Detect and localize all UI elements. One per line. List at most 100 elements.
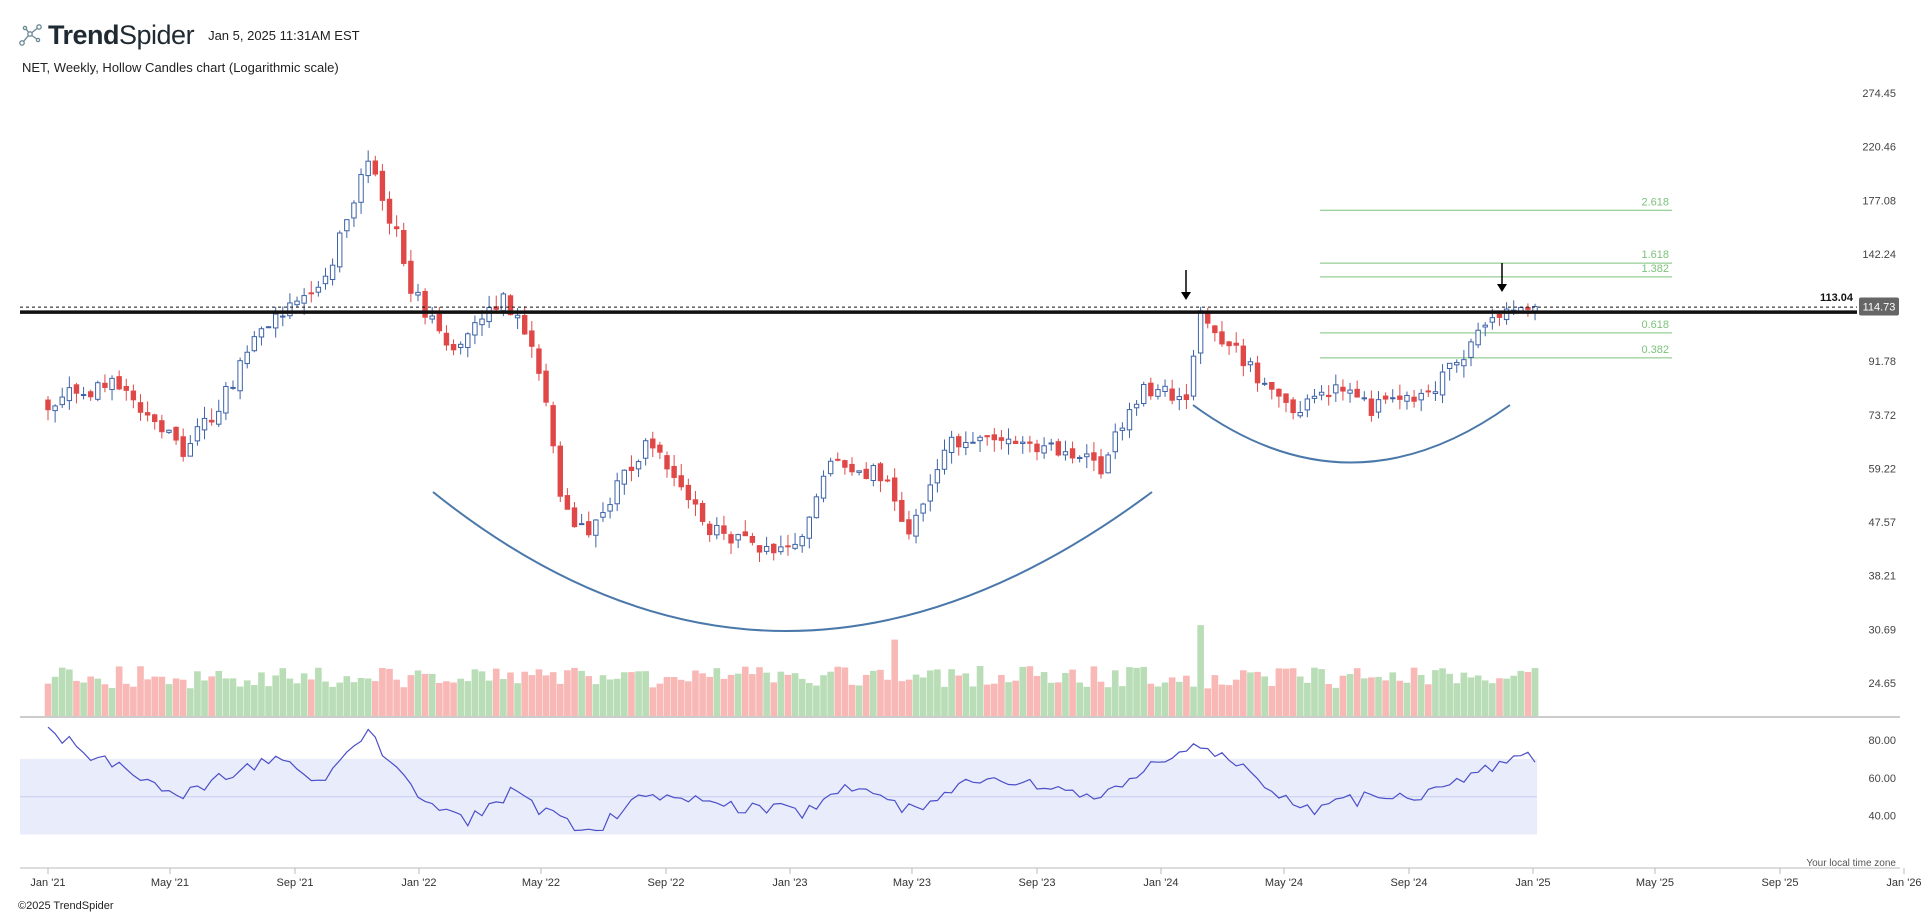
volume-bar (599, 675, 607, 716)
candle-body (159, 420, 165, 433)
cup-arc-large (432, 491, 1153, 632)
volume-bar (1019, 666, 1027, 716)
candle-body (1105, 454, 1111, 474)
x-tick-label: Sep '23 (1019, 877, 1056, 889)
candle-body (742, 531, 748, 537)
candle-body (1304, 398, 1311, 411)
candle-body (842, 460, 848, 468)
candle-body (664, 455, 670, 470)
candle-body (1141, 383, 1147, 405)
volume-bar (364, 678, 372, 716)
candle-body (941, 449, 948, 470)
x-tick-label: Jan '24 (1143, 877, 1178, 889)
volume-bar (663, 676, 671, 716)
candle-body (237, 360, 243, 392)
volume-bar (144, 679, 151, 716)
volume-bar (1140, 666, 1148, 716)
x-tick-label: Jan '22 (401, 877, 436, 889)
volume-bar (1254, 671, 1261, 716)
candle-body (1183, 394, 1190, 401)
candle-body (877, 463, 884, 482)
candle-body (415, 291, 421, 296)
volume-bar (1055, 682, 1062, 716)
candle-body (1219, 331, 1225, 345)
cup-arc-small (1192, 404, 1511, 464)
volume-bar (450, 682, 457, 716)
price-tick-label: 73.72 (1868, 410, 1896, 422)
candle-body (137, 402, 144, 413)
volume-bar (201, 680, 208, 716)
candle-body (820, 475, 827, 499)
volume-bar (983, 684, 991, 716)
volume-bar (613, 678, 621, 716)
candle-body (1247, 361, 1254, 366)
volume-bar (1268, 685, 1276, 716)
candle-body (934, 469, 941, 484)
volume-bar (229, 678, 237, 716)
volume-bar (549, 672, 557, 716)
candle-body (230, 386, 236, 389)
candle-body (1361, 397, 1367, 400)
volume-bar (955, 675, 963, 716)
volume-bar (1069, 669, 1076, 716)
x-tick-label: Jan '25 (1515, 877, 1550, 889)
candle-body (187, 443, 194, 457)
x-axis-label: Your local time zone (1806, 858, 1896, 869)
candle-body (1162, 385, 1168, 393)
volume-bar (94, 678, 102, 716)
volume-bar (820, 675, 827, 716)
candle-body (1297, 411, 1303, 417)
volume-bar (428, 673, 436, 716)
fib-label: 0.618 (1641, 319, 1669, 331)
fib-label: 1.618 (1641, 249, 1669, 261)
volume-bar (642, 671, 649, 716)
candle-body (1340, 386, 1346, 392)
volume-bar (379, 667, 386, 716)
brand-name: TrendSpider (48, 19, 195, 50)
candle-body (329, 264, 336, 281)
candle-body (507, 295, 514, 316)
volume-bar (1489, 683, 1496, 716)
candle-body (1439, 371, 1446, 396)
price-tick-label: 220.46 (1862, 142, 1896, 154)
volume-bar (400, 687, 408, 716)
volume-bar (58, 667, 66, 716)
candle-body (244, 351, 250, 365)
volume-bar (1047, 682, 1055, 716)
volume-bar (1403, 682, 1411, 716)
candle-body (1197, 310, 1204, 354)
volume-bar (1460, 672, 1468, 716)
fib-label: 0.382 (1641, 344, 1669, 356)
candle-body (173, 426, 179, 441)
volume-bar (1481, 680, 1489, 716)
volume-bar (464, 681, 472, 716)
candle-body (472, 322, 478, 336)
candle-body (1169, 388, 1175, 401)
volume-bar (791, 673, 799, 716)
candle-body (1390, 397, 1396, 400)
candle-body (543, 370, 549, 403)
volume-bar (222, 678, 230, 716)
volume-bar (912, 674, 920, 716)
volume-bar (720, 678, 728, 716)
volume-bar (165, 684, 173, 716)
volume-bar (948, 669, 955, 716)
candle-body (586, 521, 592, 536)
candle-body (1397, 395, 1403, 400)
volume-bar (208, 676, 215, 716)
volume-bar (293, 683, 301, 716)
volume-bar (414, 670, 422, 716)
candle-body (1027, 441, 1033, 444)
x-tick-label: Sep '25 (1762, 877, 1799, 889)
volume-bar (884, 679, 891, 716)
volume-bar (941, 686, 948, 716)
volume-bar (1104, 687, 1112, 716)
volume-bar (713, 668, 721, 716)
candle-body (614, 480, 620, 505)
candle-body (216, 410, 222, 425)
volume-bar (1503, 678, 1510, 716)
volume-bar (706, 676, 714, 716)
volume-bar (1524, 671, 1532, 716)
candle-body (443, 332, 450, 346)
